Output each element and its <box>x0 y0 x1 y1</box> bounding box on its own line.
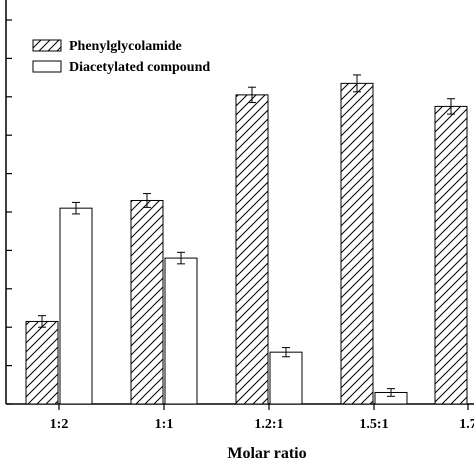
error-bars <box>38 74 455 397</box>
x-tick-label: 1:1 <box>155 417 174 432</box>
bar-phenylglycolamide <box>25 320 59 405</box>
error-bar <box>38 315 46 328</box>
error-bar <box>248 86 256 104</box>
x-axis-title: Molar ratio <box>227 445 306 462</box>
error-bar <box>387 388 395 397</box>
bar-diacetylated <box>164 257 198 405</box>
x-tick-label: 1.2:1 <box>254 417 283 432</box>
legend-swatch-phenylglycolamide <box>32 39 62 52</box>
x-tick-labels: 1:2 1:1 1.2:1 1.5:1 1.7 <box>50 417 474 432</box>
error-bar <box>72 201 80 215</box>
legend: Phenylglycolamide Diacetylated compound <box>32 39 210 75</box>
error-bar <box>143 193 151 208</box>
bar-diacetylated <box>59 207 93 405</box>
bar-diacetylated <box>269 351 303 405</box>
error-bar <box>177 251 185 265</box>
legend-label-diacetylated: Diacetylated compound <box>69 60 210 75</box>
bar-series <box>25 82 468 405</box>
bar-phenylglycolamide <box>434 105 468 405</box>
error-bar <box>447 98 455 115</box>
legend-swatch-diacetylated <box>32 60 62 73</box>
legend-label-phenylglycolamide: Phenylglycolamide <box>69 39 182 54</box>
bar-phenylglycolamide <box>130 199 164 405</box>
x-axis-ticks <box>58 404 469 410</box>
x-tick-label: 1:2 <box>50 417 69 432</box>
bar-phenylglycolamide <box>235 94 269 405</box>
error-bar <box>282 347 290 358</box>
x-tick-label: 1.7 <box>459 417 474 432</box>
error-bar <box>353 74 361 93</box>
bar-phenylglycolamide <box>340 82 374 405</box>
y-axis-ticks <box>6 19 12 405</box>
x-tick-label: 1.5:1 <box>359 417 388 432</box>
